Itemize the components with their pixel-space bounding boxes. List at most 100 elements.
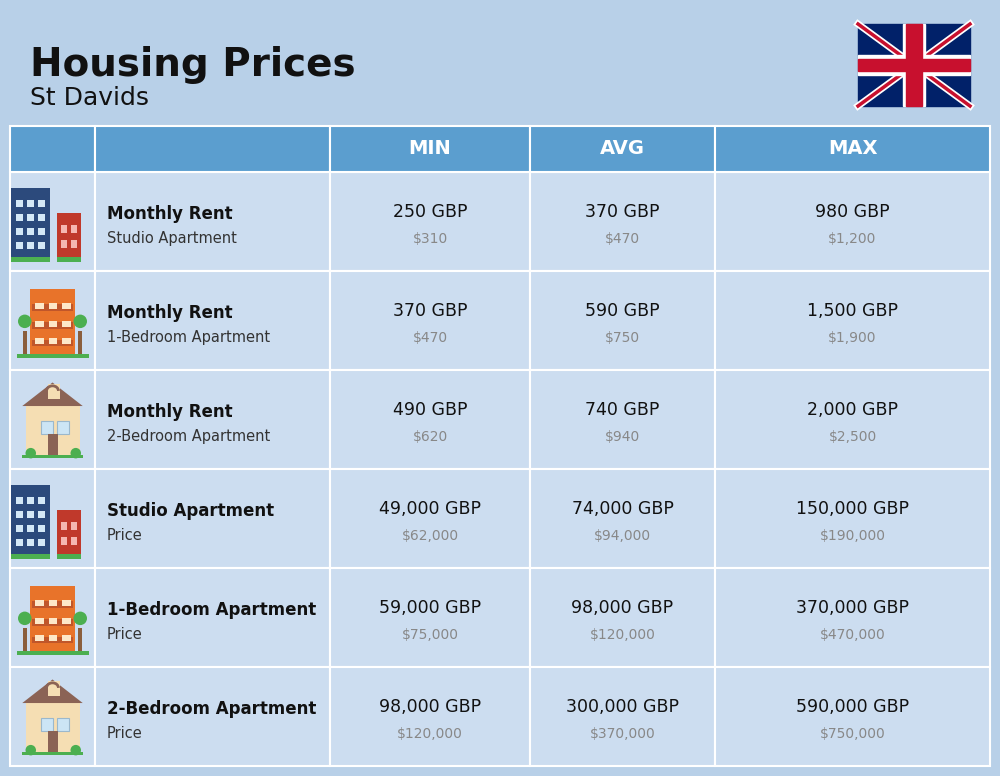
Text: $470: $470 bbox=[412, 331, 448, 345]
Text: AVG: AVG bbox=[600, 140, 645, 158]
Bar bbox=[16, 200, 23, 207]
Bar bbox=[38, 228, 45, 235]
Bar bbox=[62, 338, 70, 345]
Bar bbox=[16, 539, 23, 546]
Text: Studio Apartment: Studio Apartment bbox=[107, 230, 237, 246]
Bar bbox=[10, 554, 50, 559]
Bar bbox=[35, 618, 44, 624]
Text: $470: $470 bbox=[605, 232, 640, 246]
Bar bbox=[530, 271, 715, 370]
Bar bbox=[95, 469, 330, 568]
Bar bbox=[330, 568, 530, 667]
Bar bbox=[57, 510, 81, 554]
Bar bbox=[32, 619, 73, 625]
Bar bbox=[95, 172, 330, 271]
Bar bbox=[30, 289, 75, 354]
Bar bbox=[48, 435, 58, 455]
Bar bbox=[71, 537, 77, 545]
Bar bbox=[330, 172, 530, 271]
Bar bbox=[330, 469, 530, 568]
Text: Monthly Rent: Monthly Rent bbox=[107, 403, 233, 421]
Bar bbox=[27, 539, 34, 546]
Text: MAX: MAX bbox=[828, 140, 877, 158]
Circle shape bbox=[26, 745, 36, 755]
Text: 300,000 GBP: 300,000 GBP bbox=[566, 698, 679, 715]
Bar bbox=[16, 511, 23, 518]
Bar bbox=[10, 257, 50, 262]
Bar bbox=[48, 681, 60, 696]
Bar bbox=[27, 525, 34, 532]
Bar bbox=[71, 241, 77, 248]
Text: $2,500: $2,500 bbox=[828, 431, 877, 445]
Bar bbox=[57, 257, 81, 262]
Circle shape bbox=[26, 448, 36, 459]
Circle shape bbox=[74, 314, 87, 328]
Bar bbox=[27, 241, 34, 248]
Text: Price: Price bbox=[107, 627, 143, 642]
Bar bbox=[57, 554, 81, 559]
Bar bbox=[38, 497, 45, 504]
Bar bbox=[41, 421, 52, 435]
Bar bbox=[16, 228, 23, 235]
Bar bbox=[49, 636, 57, 641]
Text: 74,000 GBP: 74,000 GBP bbox=[572, 500, 673, 518]
Text: $62,000: $62,000 bbox=[401, 529, 459, 543]
Bar bbox=[858, 55, 970, 74]
Bar bbox=[62, 320, 70, 327]
Bar bbox=[903, 24, 925, 106]
Text: $120,000: $120,000 bbox=[590, 629, 655, 643]
Text: 590 GBP: 590 GBP bbox=[585, 302, 660, 320]
Bar bbox=[32, 601, 73, 608]
Bar bbox=[32, 637, 73, 643]
Bar bbox=[48, 731, 58, 752]
Polygon shape bbox=[22, 383, 83, 406]
Text: $470,000: $470,000 bbox=[820, 629, 885, 643]
Text: $370,000: $370,000 bbox=[590, 727, 655, 741]
Bar bbox=[530, 370, 715, 469]
Circle shape bbox=[18, 314, 32, 328]
Text: $750,000: $750,000 bbox=[820, 727, 885, 741]
Text: $1,200: $1,200 bbox=[828, 232, 877, 246]
Bar bbox=[27, 228, 34, 235]
Bar bbox=[858, 59, 970, 71]
Bar bbox=[27, 511, 34, 518]
Bar bbox=[330, 667, 530, 766]
Polygon shape bbox=[22, 680, 83, 703]
Bar bbox=[10, 172, 95, 271]
Bar bbox=[32, 304, 73, 311]
Bar bbox=[26, 703, 80, 752]
Bar bbox=[715, 667, 990, 766]
Bar bbox=[38, 511, 45, 518]
Bar bbox=[26, 406, 80, 455]
Bar bbox=[22, 752, 83, 755]
Bar bbox=[30, 586, 75, 651]
Bar bbox=[27, 214, 34, 221]
Bar bbox=[16, 241, 23, 248]
Bar bbox=[530, 126, 715, 172]
Text: Housing Prices: Housing Prices bbox=[30, 46, 356, 84]
Bar bbox=[715, 126, 990, 172]
Bar bbox=[10, 271, 95, 370]
Bar bbox=[530, 469, 715, 568]
Text: $94,000: $94,000 bbox=[594, 529, 651, 543]
Bar bbox=[10, 568, 95, 667]
Bar bbox=[715, 271, 990, 370]
Bar bbox=[10, 485, 50, 554]
Text: 1-Bedroom Apartment: 1-Bedroom Apartment bbox=[107, 601, 316, 618]
Text: 740 GBP: 740 GBP bbox=[585, 400, 660, 418]
Text: $75,000: $75,000 bbox=[402, 629, 458, 643]
Bar bbox=[95, 126, 330, 172]
Text: 59,000 GBP: 59,000 GBP bbox=[379, 598, 481, 617]
Bar bbox=[49, 600, 57, 606]
Text: $310: $310 bbox=[412, 232, 448, 246]
Text: 590,000 GBP: 590,000 GBP bbox=[796, 698, 909, 715]
Bar bbox=[62, 303, 70, 309]
Circle shape bbox=[74, 611, 87, 625]
Bar bbox=[61, 522, 67, 530]
Bar bbox=[38, 214, 45, 221]
Bar bbox=[71, 522, 77, 530]
Bar bbox=[16, 214, 23, 221]
Text: 2-Bedroom Apartment: 2-Bedroom Apartment bbox=[107, 429, 270, 444]
Bar bbox=[49, 303, 57, 309]
Bar bbox=[62, 600, 70, 606]
